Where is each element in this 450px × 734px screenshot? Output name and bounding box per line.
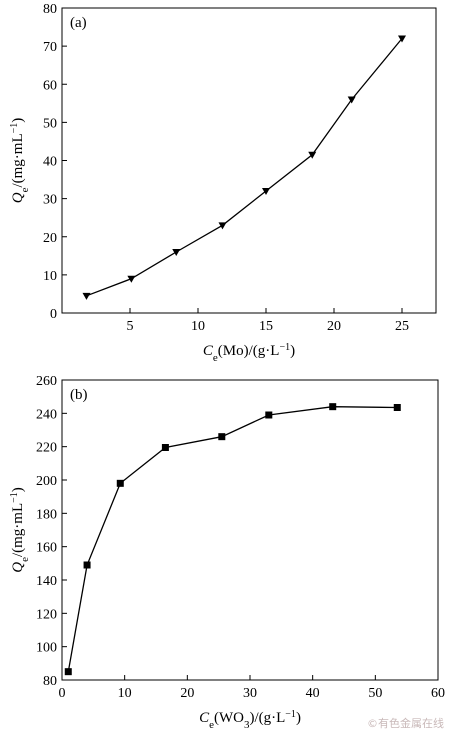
data-point-square bbox=[393, 404, 401, 411]
y-tick-label: 10 bbox=[43, 269, 57, 284]
data-point-square bbox=[83, 561, 91, 569]
y-tick-label: 30 bbox=[43, 193, 57, 208]
x-tick-label: 30 bbox=[243, 686, 257, 701]
data-point-square bbox=[161, 444, 169, 451]
y-axis-label-part: −1 bbox=[9, 123, 20, 134]
x-tick-label: 25 bbox=[395, 319, 409, 334]
data-point-triangle bbox=[218, 222, 227, 230]
y-axis-label: Qe/(mg·mL−1) bbox=[9, 118, 32, 204]
watermark: ©有色金属在线 bbox=[367, 716, 444, 730]
y-tick-label: 20 bbox=[43, 231, 57, 246]
x-tick-label: 20 bbox=[180, 686, 194, 701]
data-point-square bbox=[116, 479, 124, 487]
x-axis-label-part: ) bbox=[296, 710, 301, 726]
data-point-triangle bbox=[172, 249, 181, 256]
series-line bbox=[67, 406, 398, 672]
y-axis-label-part: ) bbox=[10, 118, 26, 123]
y-tick-label: 70 bbox=[43, 40, 57, 55]
panel-label: (b) bbox=[70, 387, 88, 403]
y-tick-label: 260 bbox=[36, 374, 57, 389]
x-tick-label: 20 bbox=[327, 319, 341, 334]
y-tick-label: 80 bbox=[43, 674, 57, 689]
x-tick-label: 0 bbox=[59, 686, 66, 701]
x-axis-label-part: ) bbox=[290, 343, 295, 359]
data-point-triangle bbox=[127, 275, 136, 283]
x-axis-label-part: C bbox=[203, 343, 214, 359]
y-tick-label: 120 bbox=[36, 607, 57, 622]
data-point-triangle bbox=[262, 188, 270, 195]
data-point-triangle bbox=[82, 292, 91, 300]
y-axis-label-part: /(mg·mL bbox=[10, 133, 26, 187]
y-axis-label-part: e bbox=[19, 557, 31, 562]
x-axis-label-part: 3 bbox=[244, 719, 250, 731]
y-axis-label-part: /(mg·mL bbox=[10, 503, 26, 557]
data-point-square bbox=[64, 668, 72, 676]
y-axis-label: Qe/(mg·mL−1) bbox=[9, 487, 32, 573]
data-point-square bbox=[265, 411, 273, 419]
x-axis-label-part: (WO bbox=[214, 710, 244, 726]
data-point-triangle bbox=[398, 35, 406, 43]
x-axis-label-part: e bbox=[209, 719, 214, 731]
x-tick-label: 50 bbox=[368, 686, 382, 701]
x-axis-label: Ce(WO3)/(g·L−1) bbox=[199, 709, 301, 732]
y-tick-label: 160 bbox=[36, 541, 57, 556]
y-tick-label: 140 bbox=[36, 574, 57, 589]
plot-frame bbox=[61, 379, 439, 681]
y-tick-label: 180 bbox=[36, 507, 57, 522]
y-tick-label: 40 bbox=[43, 155, 57, 170]
x-tick-label: 10 bbox=[191, 319, 205, 334]
x-axis-label-part: −1 bbox=[279, 342, 290, 353]
y-axis-label-part: Q bbox=[10, 192, 26, 203]
y-tick-label: 60 bbox=[43, 78, 57, 93]
y-tick-label: 50 bbox=[43, 116, 57, 131]
x-tick-label: 10 bbox=[118, 686, 132, 701]
y-axis-label-part: ) bbox=[10, 487, 26, 492]
x-axis-label-part: C bbox=[199, 710, 210, 726]
x-tick-label: 15 bbox=[259, 319, 273, 334]
y-axis-label-part: Q bbox=[10, 562, 26, 573]
y-tick-label: 200 bbox=[36, 474, 57, 489]
data-point-triangle bbox=[347, 96, 356, 104]
plot-frame bbox=[61, 7, 437, 314]
y-tick-label: 0 bbox=[50, 307, 57, 322]
x-axis-label-part: −1 bbox=[285, 709, 296, 720]
x-axis-label-part: e bbox=[213, 352, 218, 364]
data-point-square bbox=[218, 433, 226, 441]
x-tick-label: 60 bbox=[431, 686, 445, 701]
chart-panel-a: 5 10 15 20 2501020304050607080(a)Ce(Mo)/(g·L… bbox=[9, 2, 437, 364]
x-tick-label: 40 bbox=[306, 686, 320, 701]
x-tick-label: 5 bbox=[127, 319, 134, 334]
x-axis-label: Ce(Mo)/(g·L−1) bbox=[203, 342, 295, 365]
panel-label: (a) bbox=[70, 15, 87, 31]
data-point-square bbox=[329, 403, 337, 411]
y-tick-label: 100 bbox=[36, 641, 57, 656]
y-tick-label: 80 bbox=[43, 2, 57, 17]
x-axis-label-part: )/(g·L bbox=[249, 710, 285, 726]
y-tick-label: 240 bbox=[36, 407, 57, 422]
data-point-triangle bbox=[308, 151, 317, 159]
x-axis-label-part: (Mo)/(g·L bbox=[218, 343, 280, 359]
y-tick-label: 220 bbox=[36, 441, 57, 456]
y-axis-label-part: −1 bbox=[9, 492, 20, 503]
y-axis-label-part: e bbox=[19, 187, 31, 192]
series-line bbox=[86, 38, 403, 297]
chart-panel-b: 0 10 20 30 40 50 60 80 100 120 140 160 180 200 220 240 2… bbox=[9, 374, 446, 731]
